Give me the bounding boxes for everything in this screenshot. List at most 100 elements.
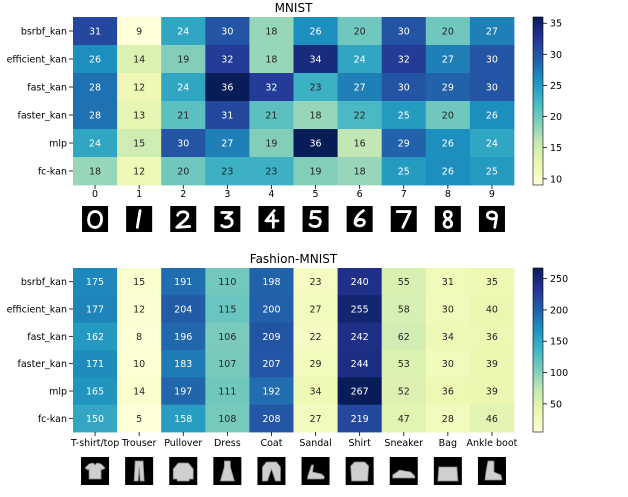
cell-value-label: 242 [351, 332, 369, 343]
heatmap-cell [205, 17, 250, 46]
heatmap-cell [425, 17, 471, 46]
cell-value-label: 25 [486, 167, 498, 178]
cell-value-label: 23 [265, 167, 277, 178]
colorbar-tick-label: 35 [550, 19, 562, 30]
cell-value-label: 14 [133, 55, 145, 66]
cell-value-label: 14 [133, 387, 145, 398]
heatmap-cell [117, 350, 162, 378]
cell-value-label: 21 [177, 111, 189, 122]
sandal-icon [301, 457, 330, 485]
cell-value-label: 24 [486, 139, 498, 150]
heatmap-cell [337, 101, 383, 130]
y-tick-label: fc-kan [38, 167, 67, 178]
digit-2-icon [170, 206, 197, 232]
digit-8-icon [434, 206, 461, 232]
heatmap-cell [161, 377, 206, 406]
cell-value-label: 22 [310, 332, 322, 343]
cell-value-label: 150 [86, 414, 104, 425]
cell-value-label: 26 [89, 55, 101, 66]
colorbar-tick-label: 150 [550, 337, 568, 348]
heatmap-cell [293, 350, 338, 378]
cell-value-label: 32 [398, 55, 410, 66]
x-tick-label: 8 [445, 189, 451, 200]
heatmap-cell [161, 322, 206, 351]
heatmap-cell [117, 322, 162, 351]
heatmap-cell [469, 101, 515, 130]
cell-value-label: 62 [398, 332, 410, 343]
cell-value-label: 165 [86, 387, 104, 398]
cell-value-label: 209 [262, 332, 280, 343]
heatmap-cell [117, 295, 162, 324]
heatmap-cell [205, 129, 250, 158]
chart-title: Fashion-MNIST [250, 252, 338, 266]
heatmap-cell [425, 295, 471, 324]
heatmap-cell [425, 404, 471, 433]
cell-value-label: 177 [86, 305, 104, 316]
cell-value-label: 19 [265, 139, 277, 150]
cell-value-label: 40 [486, 305, 498, 316]
heatmap-cell [205, 73, 250, 102]
cell-value-label: 192 [262, 387, 280, 398]
heatmap-cell [337, 129, 383, 158]
heatmap-cell [293, 377, 338, 406]
cell-value-label: 18 [354, 167, 366, 178]
cell-value-label: 36 [310, 139, 322, 150]
cell-value-label: 204 [174, 305, 192, 316]
x-tick-label: Sneaker [384, 438, 423, 449]
heatmap-cell [161, 404, 206, 433]
cell-value-label: 30 [177, 139, 189, 150]
cell-value-label: 183 [174, 359, 192, 370]
x-tick-label: 6 [357, 189, 363, 200]
cell-value-label: 12 [133, 305, 145, 316]
cell-value-label: 208 [262, 414, 280, 425]
cell-value-label: 23 [221, 167, 233, 178]
y-tick-label: efficient_kan [7, 305, 67, 316]
cell-value-label: 171 [86, 359, 104, 370]
cell-value-label: 27 [310, 305, 322, 316]
x-tick-label: 7 [401, 189, 407, 200]
pullover-icon [169, 457, 198, 485]
cell-value-label: 24 [177, 27, 189, 38]
cell-value-label: 58 [398, 305, 410, 316]
cell-value-label: 198 [262, 277, 280, 288]
cell-value-label: 27 [442, 55, 454, 66]
cell-value-label: 39 [486, 387, 498, 398]
heatmap-cell [469, 129, 515, 158]
heatmap-cell [73, 377, 118, 406]
heatmap-cell [293, 295, 338, 324]
cell-value-label: 30 [442, 305, 454, 316]
cell-value-label: 24 [89, 139, 101, 150]
cell-value-label: 30 [486, 55, 498, 66]
digit-1-icon [126, 206, 153, 232]
x-tick-label: 2 [180, 189, 186, 200]
cell-value-label: 20 [354, 27, 366, 38]
cell-value-label: 29 [442, 83, 454, 94]
sneaker-icon [389, 457, 418, 485]
heatmap-cell [249, 17, 294, 46]
heatmap-cell [469, 322, 515, 351]
cell-value-label: 20 [442, 111, 454, 122]
heatmap-cell [249, 404, 294, 433]
cell-value-label: 31 [89, 27, 101, 38]
colorbar-tick-label: 50 [550, 399, 562, 410]
cell-value-label: 26 [310, 27, 322, 38]
heatmap-cell [381, 404, 427, 433]
cell-value-label: 28 [442, 414, 454, 425]
colorbar-tick-label: 10 [550, 174, 562, 185]
heatmap-cell [161, 45, 206, 74]
heatmap-cell [249, 268, 294, 296]
heatmap-cell [381, 17, 427, 46]
heatmap-cell [425, 45, 471, 74]
heatmap-cell [249, 129, 294, 158]
colorbar [533, 268, 543, 432]
cell-value-label: 47 [398, 414, 410, 425]
cell-value-label: 111 [218, 387, 236, 398]
x-tick-label: 1 [136, 189, 142, 200]
cell-value-label: 15 [133, 139, 145, 150]
heatmap-cell [249, 101, 294, 130]
cell-value-label: 191 [174, 277, 192, 288]
heatmap-cell [469, 45, 515, 74]
cell-value-label: 107 [218, 359, 236, 370]
heatmap-cell [161, 129, 206, 158]
